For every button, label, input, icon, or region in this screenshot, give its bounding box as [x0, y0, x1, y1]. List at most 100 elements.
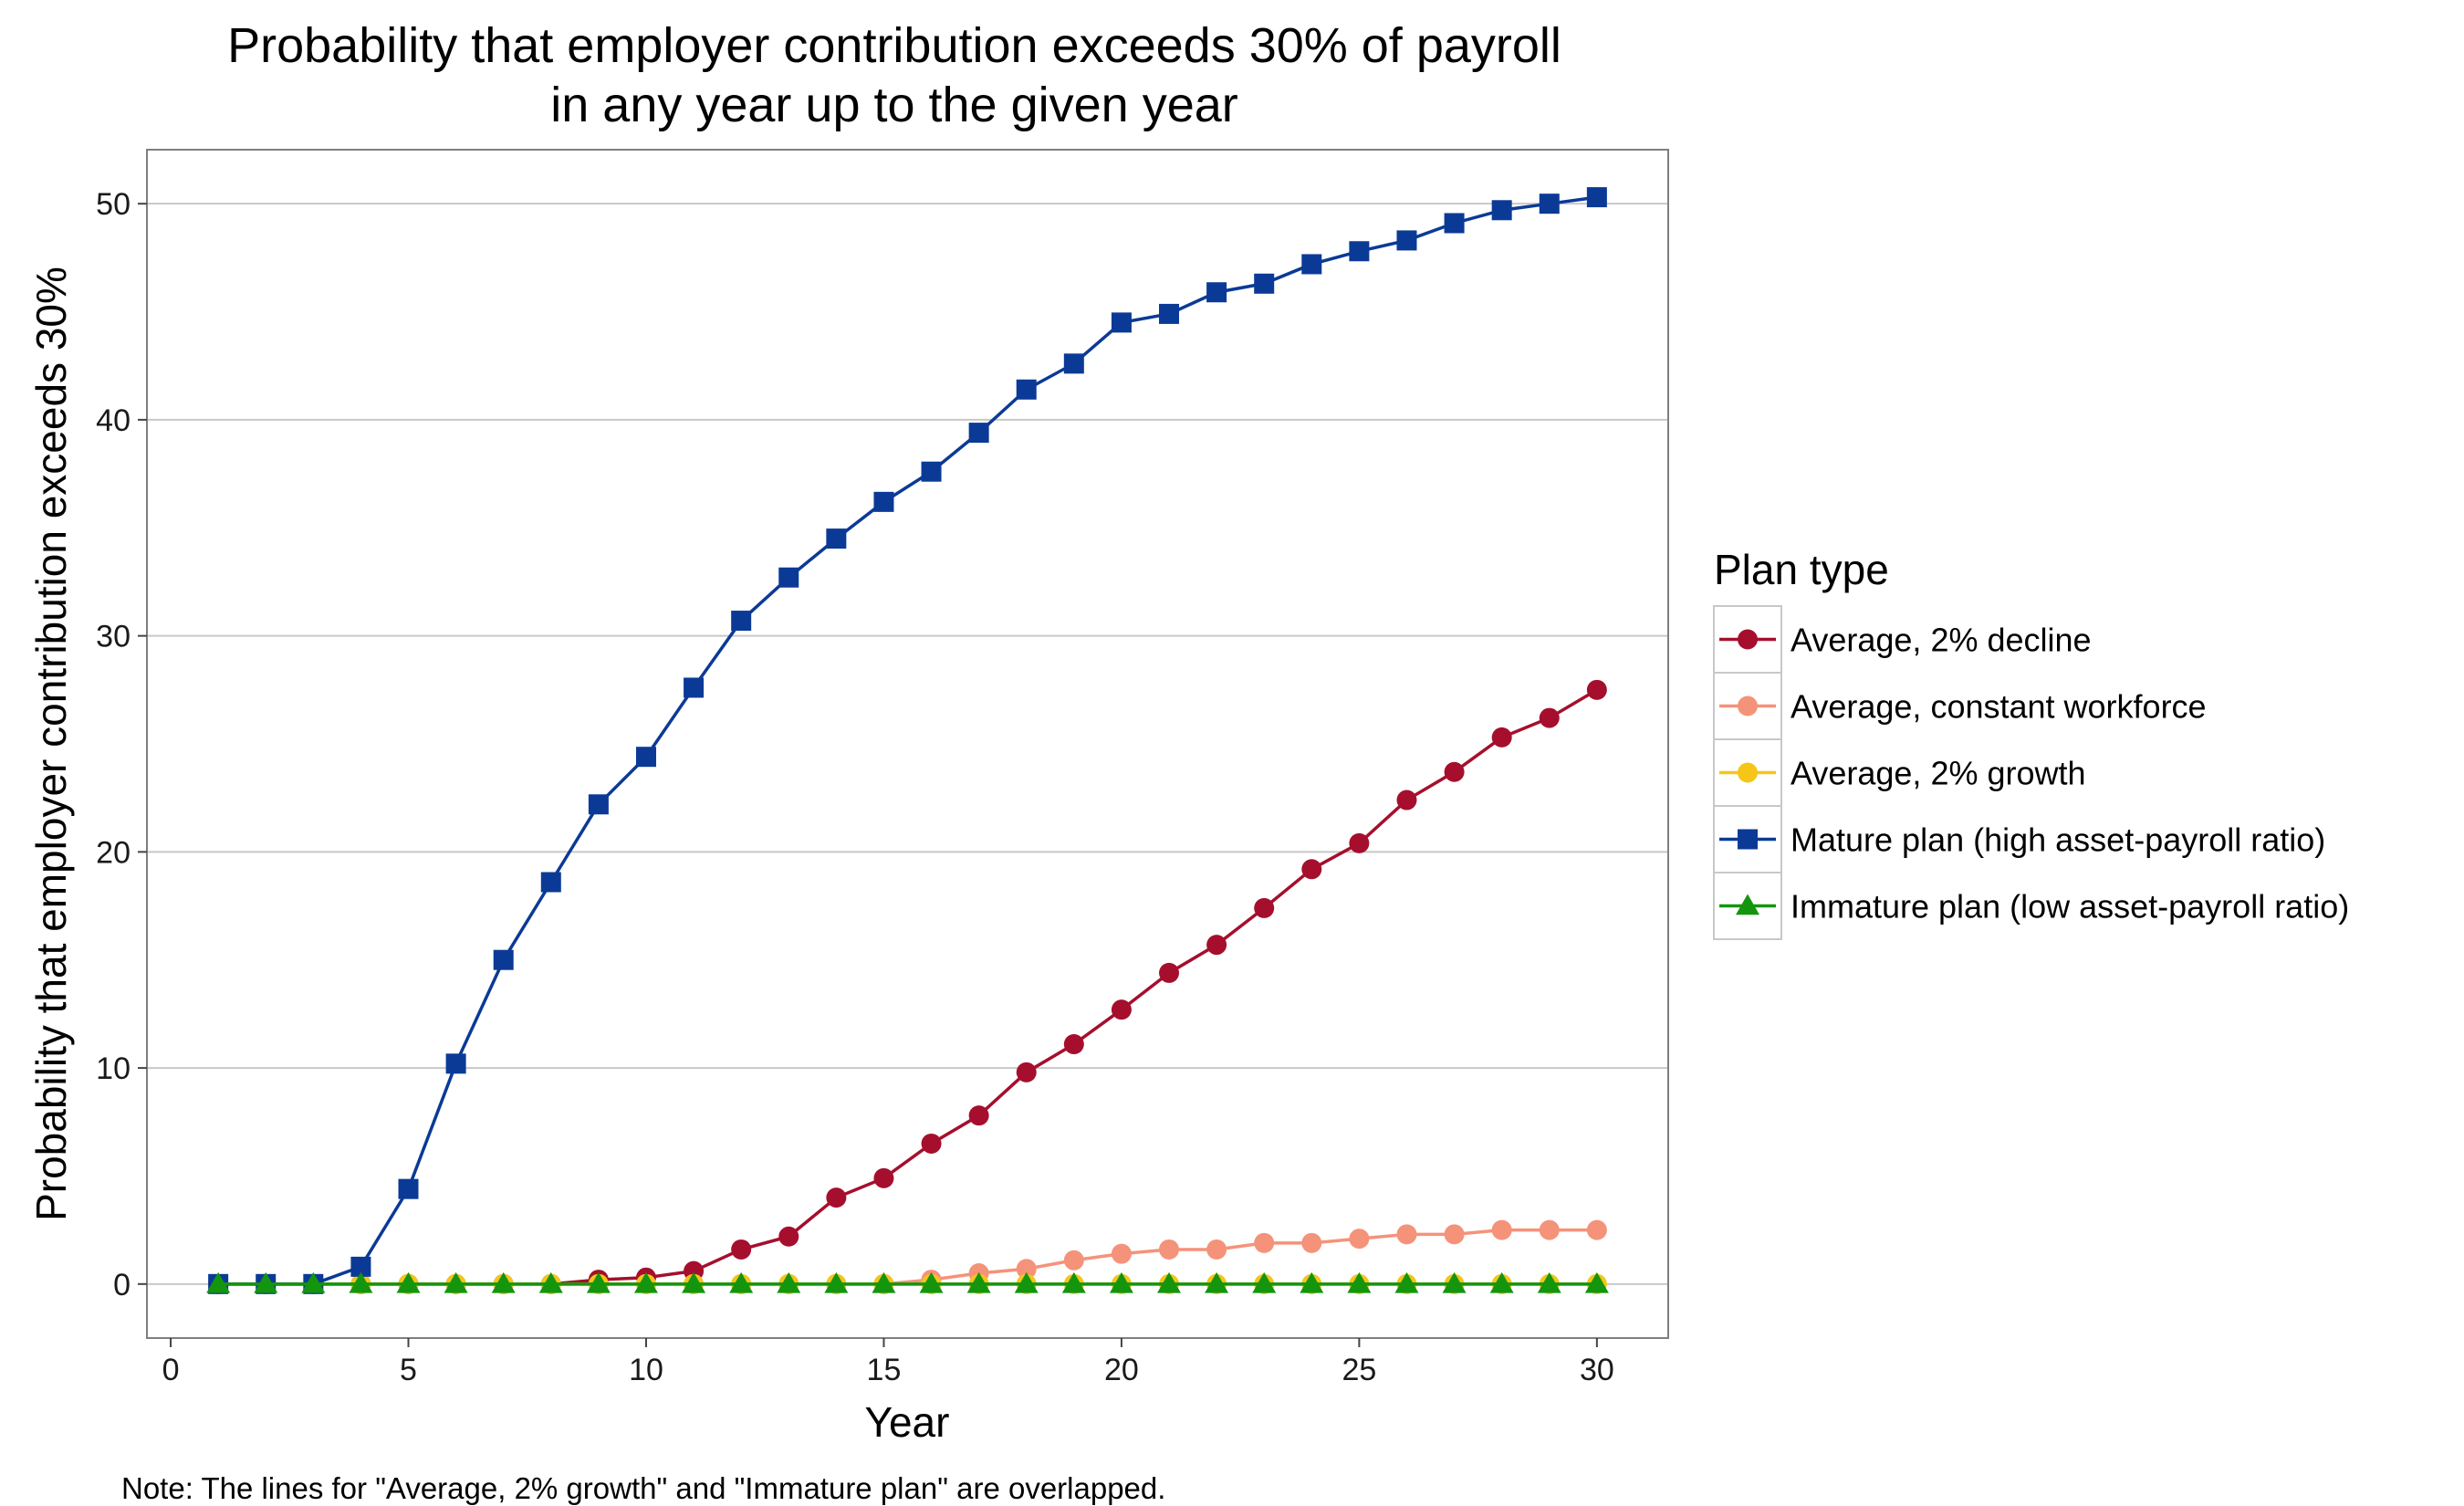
data-point — [1586, 1219, 1607, 1240]
data-point — [1016, 1062, 1037, 1082]
legend-label: Average, 2% decline — [1791, 622, 2092, 659]
legend-key-marker — [1736, 894, 1759, 915]
data-point — [1347, 1271, 1372, 1293]
data-point — [826, 1187, 847, 1208]
chart-title-line-2: in any year up to the given year — [550, 78, 1237, 132]
data-point — [1301, 1232, 1322, 1253]
legend-key-marker — [1738, 829, 1758, 850]
legend-label: Average, constant workforce — [1791, 688, 2207, 726]
x-tick-label: 0 — [162, 1353, 180, 1387]
y-tick-label: 0 — [113, 1268, 131, 1302]
series-3 — [208, 187, 1607, 1294]
x-tick-label: 10 — [629, 1353, 663, 1387]
legend-item: Immature plan (low asset-payroll ratio) — [1713, 872, 2349, 940]
data-point — [1491, 200, 1512, 221]
data-point — [1159, 1239, 1180, 1260]
legend-key-marker — [1738, 695, 1758, 716]
data-point — [873, 491, 894, 512]
data-point — [445, 1053, 466, 1074]
data-point — [635, 747, 656, 768]
y-tick-label: 30 — [96, 620, 131, 654]
data-point — [1063, 1034, 1084, 1055]
legend-label: Average, 2% growth — [1791, 755, 2086, 792]
x-axis-title: Year — [865, 1398, 950, 1446]
data-point — [1254, 273, 1275, 294]
data-point — [1394, 1271, 1419, 1293]
data-point — [1396, 230, 1417, 251]
data-point — [731, 611, 752, 632]
legend-item: Average, constant workforce — [1713, 672, 2207, 740]
data-point — [1444, 1224, 1465, 1245]
legend-label: Mature plan (high asset-payroll ratio) — [1791, 821, 2325, 859]
data-point — [921, 1133, 942, 1154]
chart-title-line-1: Probability that employer contribution e… — [227, 18, 1561, 73]
data-point — [1301, 254, 1322, 275]
data-point — [444, 1271, 468, 1293]
data-point — [1111, 312, 1132, 333]
x-tick-label: 15 — [867, 1353, 902, 1387]
data-point — [966, 1271, 991, 1293]
chart-note: Note: The lines for "Average, 2% growth"… — [121, 1471, 1165, 1505]
data-point — [1444, 213, 1465, 234]
y-tick-label: 20 — [96, 835, 131, 870]
x-axis: 0 5 10 15 20 25 30 — [162, 1338, 1614, 1387]
data-point — [778, 567, 799, 588]
data-point — [1442, 1271, 1467, 1293]
data-point — [1301, 859, 1322, 880]
data-point — [491, 1271, 516, 1293]
data-point — [633, 1271, 658, 1293]
data-point — [778, 1226, 799, 1247]
x-tick-label: 25 — [1342, 1353, 1376, 1387]
legend-item: Average, 2% growth — [1713, 738, 2086, 807]
data-point — [1109, 1271, 1133, 1293]
x-tick-label: 30 — [1580, 1353, 1614, 1387]
data-point — [538, 1271, 563, 1293]
data-point — [1061, 1271, 1086, 1293]
legend-item: Average, 2% decline — [1713, 605, 2092, 674]
data-point — [1539, 1219, 1560, 1240]
data-point — [1063, 1250, 1084, 1271]
data-point — [540, 872, 561, 893]
data-point — [1016, 1259, 1037, 1280]
legend-item: Mature plan (high asset-payroll ratio) — [1713, 805, 2325, 873]
data-point — [1252, 1271, 1277, 1293]
plot-panel-border — [146, 149, 1669, 1339]
data-point — [1300, 1271, 1324, 1293]
data-point — [350, 1256, 371, 1277]
data-point — [1586, 679, 1607, 700]
y-axis-title: Probability that employer contribution e… — [27, 267, 75, 1221]
data-point — [1444, 761, 1465, 782]
data-point — [1016, 379, 1037, 400]
data-point — [873, 1167, 894, 1188]
data-point — [1205, 1271, 1229, 1293]
data-point — [1111, 999, 1132, 1020]
y-tick-label: 10 — [96, 1051, 131, 1086]
data-point — [1349, 241, 1370, 262]
data-point — [872, 1271, 896, 1293]
data-point — [1206, 935, 1227, 956]
data-point — [493, 949, 514, 970]
data-point — [1586, 187, 1607, 208]
legend-key-marker — [1738, 762, 1758, 783]
x-tick-label: 20 — [1104, 1353, 1139, 1387]
data-point — [1396, 1224, 1417, 1245]
legend-title: Plan type — [1714, 546, 1889, 593]
data-point — [731, 1239, 752, 1260]
data-point — [1063, 353, 1084, 374]
series-layer — [206, 187, 1609, 1294]
data-point — [1491, 1219, 1512, 1240]
series-4 — [206, 1271, 1609, 1293]
data-point — [588, 794, 609, 815]
y-tick-label: 50 — [96, 187, 131, 222]
data-point — [398, 1178, 419, 1199]
data-point — [1489, 1271, 1514, 1293]
data-point — [1159, 962, 1180, 983]
data-point — [1159, 303, 1180, 324]
data-point — [729, 1271, 754, 1293]
data-point — [254, 1271, 278, 1293]
data-point — [968, 423, 989, 444]
legend-key-marker — [1738, 629, 1758, 650]
data-point — [824, 1271, 849, 1293]
legend-label: Immature plan (low asset-payroll ratio) — [1791, 888, 2349, 926]
